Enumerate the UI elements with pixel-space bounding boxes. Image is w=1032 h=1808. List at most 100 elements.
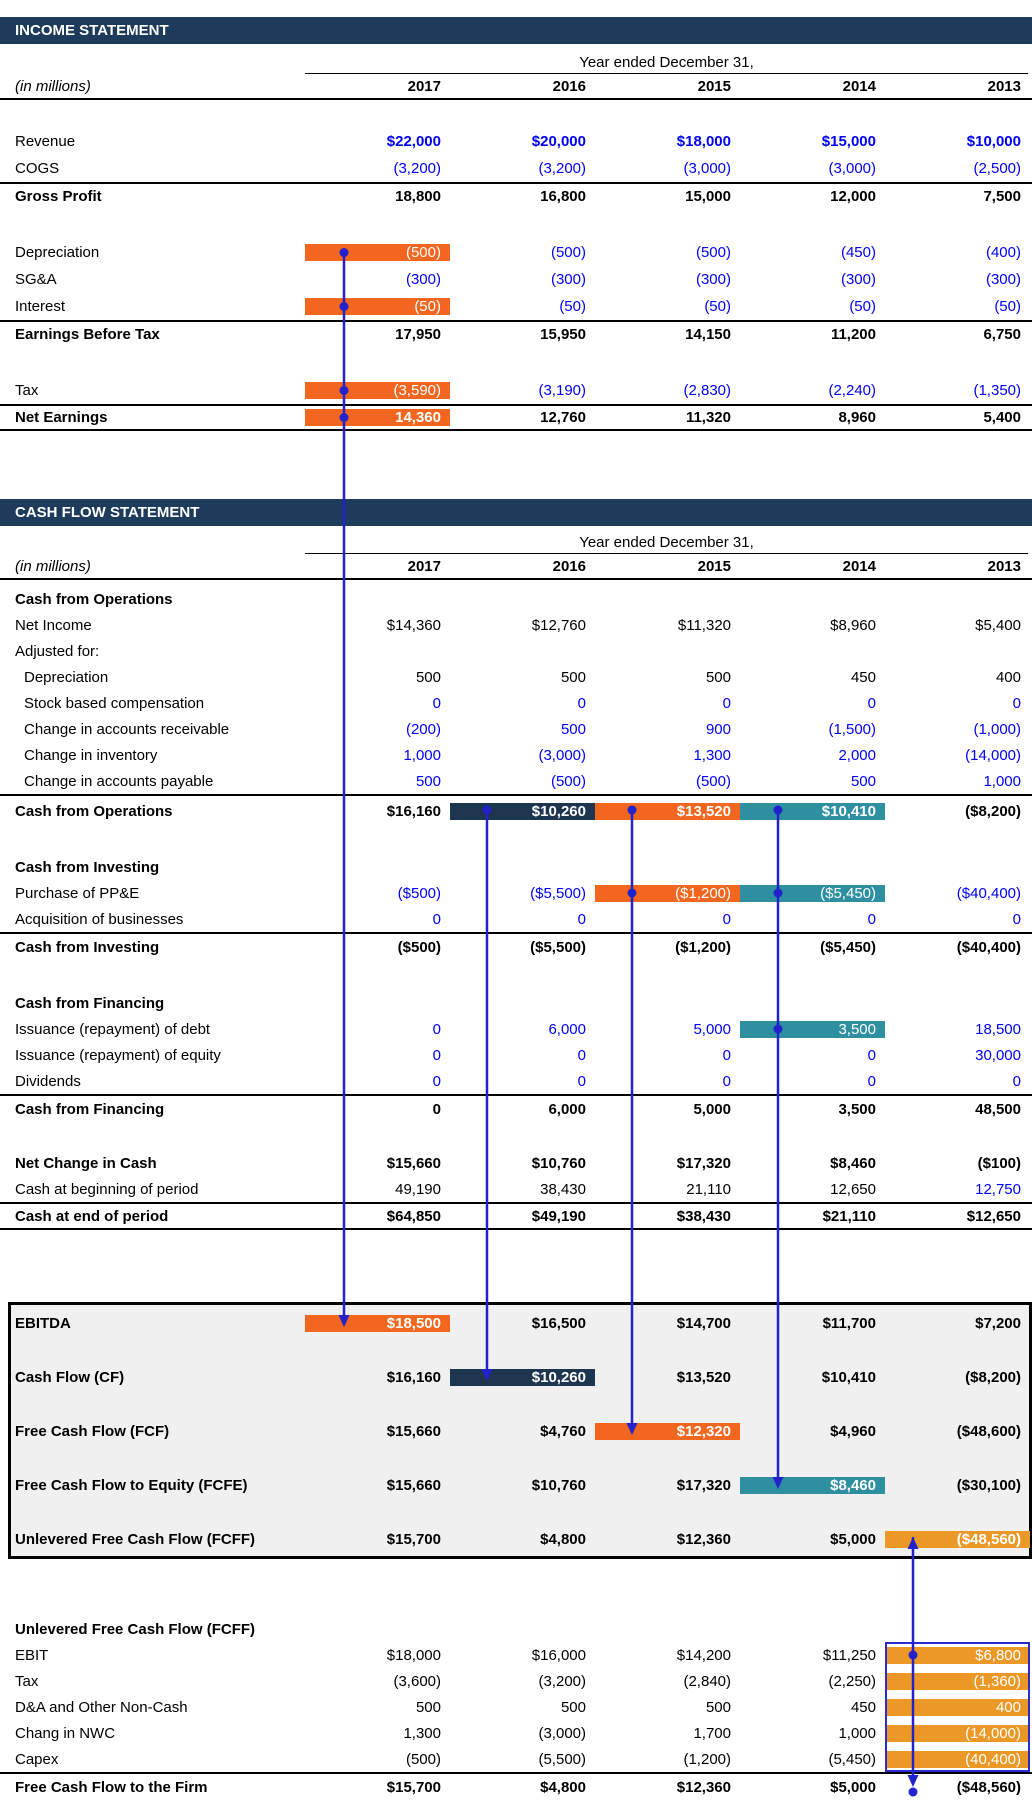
year-column-header[interactable]: 2014 bbox=[842, 77, 876, 95]
value-cell[interactable]: $5,000 bbox=[830, 1530, 876, 1548]
row-label[interactable]: Stock based compensation bbox=[24, 694, 205, 712]
value-cell[interactable]: $16,000 bbox=[531, 1646, 586, 1664]
row-label[interactable]: Free Cash Flow (FCF) bbox=[15, 1422, 170, 1440]
value-cell[interactable]: (40,400) bbox=[885, 1750, 1030, 1768]
row-label[interactable]: Cash from Operations bbox=[15, 802, 173, 820]
year-column-header[interactable]: 2017 bbox=[407, 557, 441, 575]
value-cell[interactable]: (300) bbox=[985, 271, 1021, 288]
value-cell[interactable]: (1,350) bbox=[973, 382, 1021, 399]
value-cell[interactable]: $10,410 bbox=[740, 802, 885, 820]
value-cell[interactable]: 0 bbox=[432, 1072, 441, 1090]
value-cell[interactable]: 500 bbox=[705, 1698, 731, 1716]
value-cell[interactable]: 6,750 bbox=[983, 326, 1021, 343]
value-cell[interactable]: (300) bbox=[840, 271, 876, 288]
value-cell[interactable]: $10,000 bbox=[966, 133, 1021, 150]
value-cell[interactable]: 500 bbox=[415, 772, 441, 790]
value-cell[interactable]: (2,840) bbox=[683, 1672, 731, 1690]
value-cell[interactable]: $16,500 bbox=[531, 1314, 586, 1332]
row-label[interactable]: Unlevered Free Cash Flow (FCFF) bbox=[15, 1620, 256, 1638]
value-cell[interactable]: (500) bbox=[695, 244, 731, 261]
year-column-header[interactable]: 2015 bbox=[697, 77, 731, 95]
value-cell[interactable]: (2,250) bbox=[828, 1672, 876, 1690]
value-cell[interactable]: $21,110 bbox=[822, 1207, 876, 1225]
value-cell[interactable]: 16,800 bbox=[540, 188, 586, 205]
row-label[interactable]: Cash from Financing bbox=[15, 1100, 165, 1118]
value-cell[interactable]: 1,000 bbox=[403, 746, 441, 764]
value-cell[interactable]: 11,200 bbox=[830, 326, 876, 343]
value-cell[interactable]: $11,250 bbox=[822, 1646, 876, 1664]
value-cell[interactable]: $10,760 bbox=[531, 1476, 586, 1494]
value-cell[interactable]: $12,360 bbox=[676, 1778, 731, 1796]
row-label[interactable]: Gross Profit bbox=[15, 188, 102, 205]
row-label[interactable]: Net Income bbox=[15, 616, 92, 634]
value-cell[interactable]: $11,700 bbox=[822, 1314, 876, 1332]
value-cell[interactable]: (5,450) bbox=[828, 1750, 876, 1768]
value-cell[interactable]: (50) bbox=[849, 298, 876, 315]
value-cell[interactable]: ($5,500) bbox=[530, 884, 586, 902]
value-cell[interactable]: $4,760 bbox=[540, 1422, 586, 1440]
value-cell[interactable]: (500) bbox=[550, 244, 586, 261]
value-cell[interactable]: $18,500 bbox=[305, 1314, 450, 1332]
value-cell[interactable]: (3,000) bbox=[538, 746, 586, 764]
value-cell[interactable]: (1,360) bbox=[885, 1672, 1030, 1690]
value-cell[interactable]: $8,960 bbox=[830, 616, 876, 634]
value-cell[interactable]: $49,190 bbox=[531, 1207, 586, 1225]
value-cell[interactable]: 400 bbox=[995, 668, 1021, 686]
value-cell[interactable]: (500) bbox=[405, 1750, 441, 1768]
row-label[interactable]: SG&A bbox=[15, 271, 57, 288]
value-cell[interactable]: (1,500) bbox=[828, 720, 876, 738]
row-label[interactable]: Unlevered Free Cash Flow (FCFF) bbox=[15, 1530, 256, 1548]
value-cell[interactable]: $16,160 bbox=[386, 802, 441, 820]
value-cell[interactable]: (50) bbox=[559, 298, 586, 315]
value-cell[interactable]: 18,800 bbox=[395, 188, 441, 205]
value-cell[interactable]: $4,800 bbox=[540, 1778, 586, 1796]
value-cell[interactable]: $10,260 bbox=[450, 802, 595, 820]
row-label[interactable]: Net Earnings bbox=[15, 409, 108, 426]
row-label[interactable]: Revenue bbox=[15, 133, 76, 150]
value-cell[interactable]: $10,260 bbox=[450, 1368, 595, 1386]
value-cell[interactable]: 1,700 bbox=[693, 1724, 731, 1742]
value-cell[interactable]: 18,500 bbox=[975, 1020, 1021, 1038]
value-cell[interactable]: $12,760 bbox=[531, 616, 586, 634]
value-cell[interactable]: $10,410 bbox=[821, 1368, 876, 1386]
row-label[interactable]: Change in accounts payable bbox=[24, 772, 214, 790]
row-label[interactable]: Change in inventory bbox=[24, 746, 158, 764]
value-cell[interactable]: ($5,450) bbox=[820, 938, 876, 956]
value-cell[interactable]: (2,500) bbox=[973, 160, 1021, 177]
row-label[interactable]: Acquisition of businesses bbox=[15, 910, 184, 928]
value-cell[interactable]: $16,160 bbox=[386, 1368, 441, 1386]
value-cell[interactable]: 14,150 bbox=[685, 326, 731, 343]
value-cell[interactable]: $13,520 bbox=[676, 1368, 731, 1386]
value-cell[interactable]: 0 bbox=[867, 910, 876, 928]
year-column-header[interactable]: 2013 bbox=[987, 77, 1021, 95]
value-cell[interactable]: 15,950 bbox=[540, 326, 586, 343]
value-cell[interactable]: $15,700 bbox=[386, 1530, 441, 1548]
value-cell[interactable]: 38,430 bbox=[540, 1180, 586, 1198]
value-cell[interactable]: (50) bbox=[704, 298, 731, 315]
value-cell[interactable]: 11,320 bbox=[685, 409, 731, 426]
value-cell[interactable]: $14,700 bbox=[676, 1314, 731, 1332]
value-cell[interactable]: 7,500 bbox=[983, 188, 1021, 205]
value-cell[interactable]: (500) bbox=[550, 772, 586, 790]
value-cell[interactable]: $5,400 bbox=[975, 616, 1021, 634]
row-label[interactable]: Dividends bbox=[15, 1072, 81, 1090]
row-label[interactable]: EBITDA bbox=[15, 1314, 71, 1332]
value-cell[interactable]: (500) bbox=[695, 772, 731, 790]
value-cell[interactable]: (5,500) bbox=[538, 1750, 586, 1768]
value-cell[interactable]: 0 bbox=[867, 1072, 876, 1090]
row-label[interactable]: Depreciation bbox=[24, 668, 109, 686]
year-column-header[interactable]: 2013 bbox=[987, 557, 1021, 575]
value-cell[interactable]: 8,960 bbox=[838, 409, 876, 426]
value-cell[interactable]: 0 bbox=[867, 694, 876, 712]
value-cell[interactable]: $15,660 bbox=[386, 1422, 441, 1440]
value-cell[interactable]: 14,360 bbox=[305, 409, 450, 426]
value-cell[interactable]: (1,000) bbox=[973, 720, 1021, 738]
row-label[interactable]: Free Cash Flow to Equity (FCFE) bbox=[15, 1476, 248, 1494]
value-cell[interactable]: 17,950 bbox=[395, 326, 441, 343]
row-label[interactable]: Interest bbox=[15, 298, 66, 315]
value-cell[interactable]: 500 bbox=[560, 1698, 586, 1716]
value-cell[interactable]: 0 bbox=[432, 1046, 441, 1064]
value-cell[interactable]: ($40,400) bbox=[956, 938, 1021, 956]
value-cell[interactable]: 1,300 bbox=[403, 1724, 441, 1742]
value-cell[interactable]: 1,000 bbox=[838, 1724, 876, 1742]
